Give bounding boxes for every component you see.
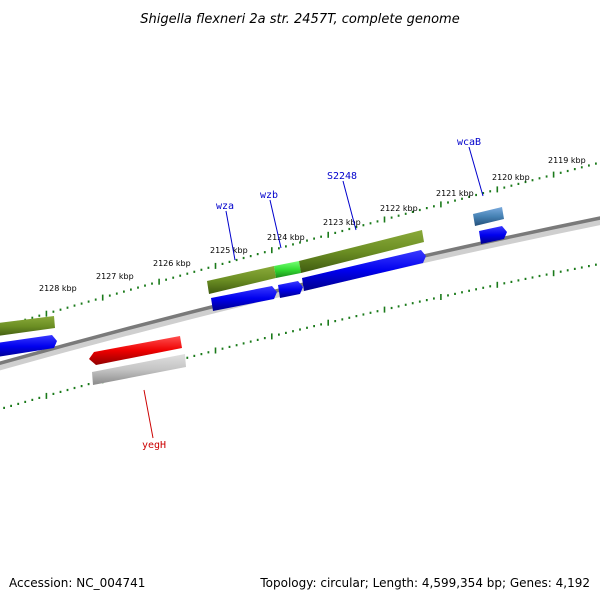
map-title: Shigella flexneri 2a str. 2457T, complet… (140, 12, 459, 27)
tick-label-2127: 2127 kbp (96, 272, 134, 281)
gene-labels: wza wzb S2248 wcaB yegH (142, 137, 481, 451)
gene-feature-gray (92, 354, 186, 385)
forward-gene-arrow (479, 226, 507, 244)
accession-text: Accession: NC_004741 (9, 576, 145, 590)
leader-line-wzb (269, 199, 282, 249)
tick-label-2126: 2126 kbp (153, 259, 191, 268)
tick-label-2123: 2123 kbp (323, 218, 361, 227)
gene-feature-steel (473, 207, 504, 226)
gene-label-leaders (143, 146, 484, 439)
tick-label-2119: 2119 kbp (548, 156, 586, 165)
scale-ticks (3, 162, 597, 409)
tick-label-2122: 2122 kbp (380, 204, 418, 213)
tick-label-2124: 2124 kbp (267, 233, 305, 242)
gene-features (0, 207, 507, 385)
gene-feature-olive (299, 230, 424, 273)
gene-label-wcaB: wcaB (457, 137, 481, 148)
forward-gene-arrow (211, 286, 277, 311)
forward-gene-arrow (0, 335, 57, 357)
tick-label-2120: 2120 kbp (492, 173, 530, 182)
gene-feature-highlight (274, 261, 301, 278)
gene-feature-olive (0, 316, 55, 336)
genome-summary-text: Topology: circular; Length: 4,599,354 bp… (259, 576, 590, 590)
gene-label-yegH: yegH (142, 440, 166, 451)
reverse-gene-arrow (89, 336, 182, 365)
gene-label-wza: wza (216, 201, 234, 212)
scale-tick-labels: 2128 kbp 2127 kbp 2126 kbp 2125 kbp 2124… (39, 156, 586, 293)
leader-line-wcaB (468, 146, 484, 197)
tick-label-2125: 2125 kbp (210, 246, 248, 255)
leader-line-wza (225, 210, 236, 261)
gene-label-wzb: wzb (260, 190, 278, 201)
tick-label-2121: 2121 kbp (436, 189, 474, 198)
leader-line-yegH (143, 389, 154, 439)
leader-line-S2248 (342, 180, 357, 231)
gene-label-S2248: S2248 (327, 171, 357, 182)
forward-gene-arrow (302, 250, 426, 291)
tick-label-2128: 2128 kbp (39, 284, 77, 293)
forward-gene-arrow (278, 281, 303, 298)
gene-feature-olive (207, 266, 276, 294)
